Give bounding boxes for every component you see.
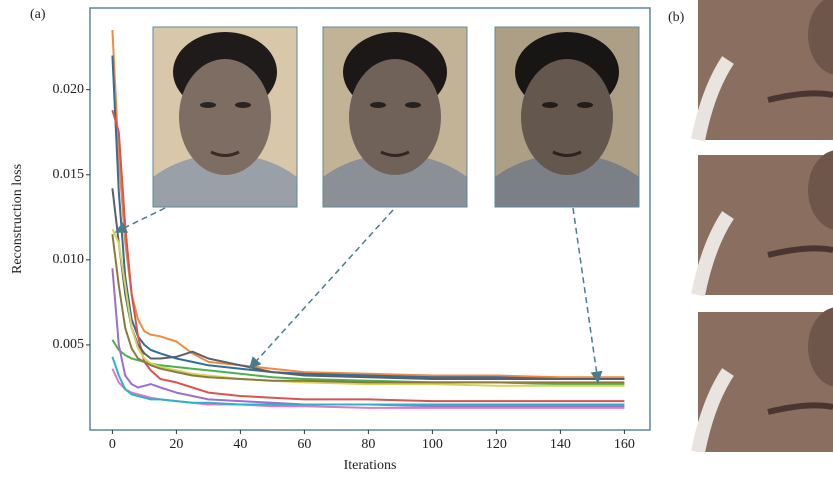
- x-tick-label: 0: [109, 437, 116, 452]
- crop-mask: [698, 452, 833, 483]
- y-tick-label: 0.005: [53, 337, 85, 352]
- y-tick-label: 0.010: [53, 252, 85, 267]
- crop-image: [698, 150, 833, 295]
- x-axis-label: Iterations: [344, 458, 397, 473]
- inset-image: [495, 27, 639, 207]
- page: (a) (b) Iterations Reconstruction loss 0…: [0, 0, 833, 483]
- inset-image: [323, 27, 467, 207]
- panel-label: (b): [668, 10, 685, 25]
- x-tick-label: 80: [361, 437, 375, 452]
- arrow: [573, 208, 598, 382]
- x-tick-label: 20: [169, 437, 183, 452]
- x-tick-label: 140: [550, 437, 571, 452]
- figure: (a) (b) Iterations Reconstruction loss 0…: [0, 0, 833, 483]
- y-tick-label: 0.020: [53, 82, 85, 97]
- arrow: [250, 210, 393, 368]
- x-tick-label: 120: [486, 437, 507, 452]
- inset-image: [153, 27, 297, 207]
- series-line: [112, 229, 624, 386]
- x-tick-label: 100: [422, 437, 443, 452]
- x-tick-label: 60: [297, 437, 311, 452]
- panel-label: (a): [30, 7, 46, 22]
- x-tick-label: 160: [614, 437, 635, 452]
- crop-image: [698, 0, 833, 140]
- series-line: [112, 234, 624, 382]
- crop-image: [698, 307, 833, 452]
- y-tick-label: 0.015: [53, 167, 85, 182]
- x-tick-label: 40: [233, 437, 247, 452]
- y-axis-label: Reconstruction loss: [10, 164, 25, 274]
